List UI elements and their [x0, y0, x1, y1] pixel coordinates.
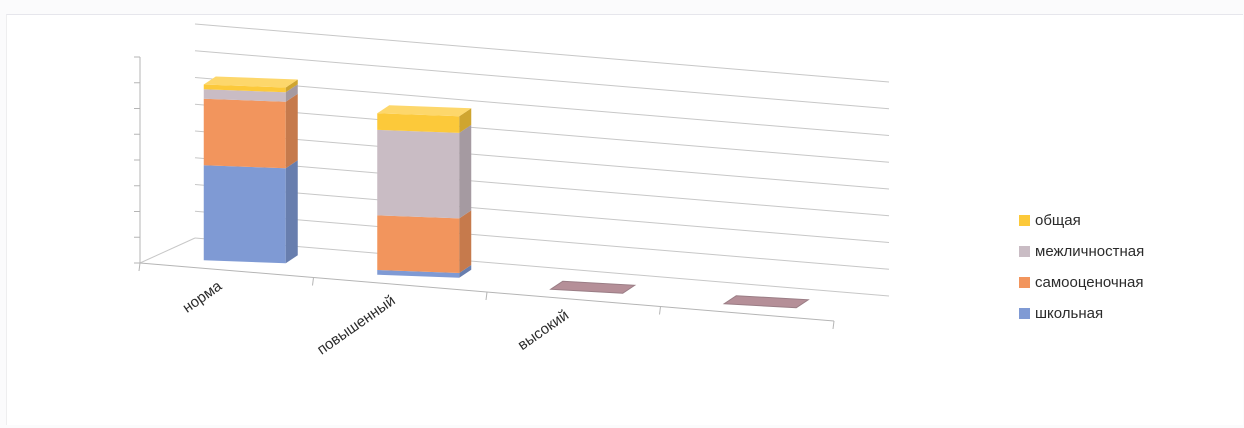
x-axis-tick — [832, 320, 835, 330]
gridline — [194, 77, 890, 136]
empty-column-2 — [549, 280, 637, 294]
x-tick-label: норма — [180, 277, 226, 316]
bar-side-0-1 — [285, 93, 298, 169]
gridline — [194, 103, 890, 163]
bar-0-2 — [203, 89, 286, 102]
bar-side-1-2 — [459, 124, 472, 219]
bar-0-3 — [203, 84, 286, 93]
floor-edge — [139, 237, 196, 264]
bar-side-1-1 — [459, 210, 472, 273]
legend-item-obshchaya: общая — [1019, 205, 1144, 236]
bar-0-1 — [203, 98, 286, 169]
chart-plot: норма повышенный высокий — [134, 23, 890, 358]
gridline — [194, 237, 890, 297]
gridline — [194, 157, 890, 217]
bar-side-0-0 — [285, 160, 298, 264]
gridline — [194, 130, 890, 190]
x-axis-tick — [659, 306, 661, 315]
bar-top-0 — [203, 76, 298, 88]
bar-top-1 — [377, 105, 472, 117]
legend-item-shkolnaya: школьная — [1019, 298, 1144, 329]
bar-side-0-2 — [285, 84, 298, 102]
legend-swatch — [1019, 308, 1030, 319]
bar-side-1-0 — [459, 265, 472, 278]
legend-swatch — [1019, 277, 1030, 288]
gridline — [194, 184, 890, 243]
empty-column-3 — [722, 295, 810, 309]
bar-1-3 — [377, 113, 460, 133]
x-tick-label: высокий — [515, 307, 572, 354]
chart-legend: общая межличностная самооценочная школьн… — [1019, 205, 1144, 329]
legend-label: общая — [1035, 212, 1081, 229]
legend-swatch — [1019, 215, 1030, 226]
bar-1-1 — [377, 215, 460, 273]
legend-label: самооценочная — [1035, 274, 1144, 291]
gridline — [194, 210, 890, 270]
bar-side-0-3 — [285, 79, 298, 93]
gridline — [194, 23, 890, 83]
legend-label: школьная — [1035, 305, 1104, 322]
x-axis-tick — [138, 262, 141, 272]
x-tick-label: повышенный — [314, 292, 399, 358]
bar-0-0 — [203, 165, 286, 264]
x-axis-tick — [312, 277, 314, 286]
x-axis-tick — [485, 291, 488, 301]
legend-swatch — [1019, 246, 1030, 257]
bar-side-1-3 — [459, 108, 472, 133]
bar-1-2 — [377, 129, 460, 219]
legend-item-mezhlichnostnaya: межличностная — [1019, 236, 1144, 267]
chart-frame: норма повышенный высокий общая межличностн… — [6, 14, 1243, 425]
legend-item-samootsenochnaya: самооценочная — [1019, 267, 1144, 298]
legend-label: межличностная — [1035, 243, 1145, 260]
gridline — [194, 50, 890, 110]
bar-1-0 — [377, 270, 460, 278]
